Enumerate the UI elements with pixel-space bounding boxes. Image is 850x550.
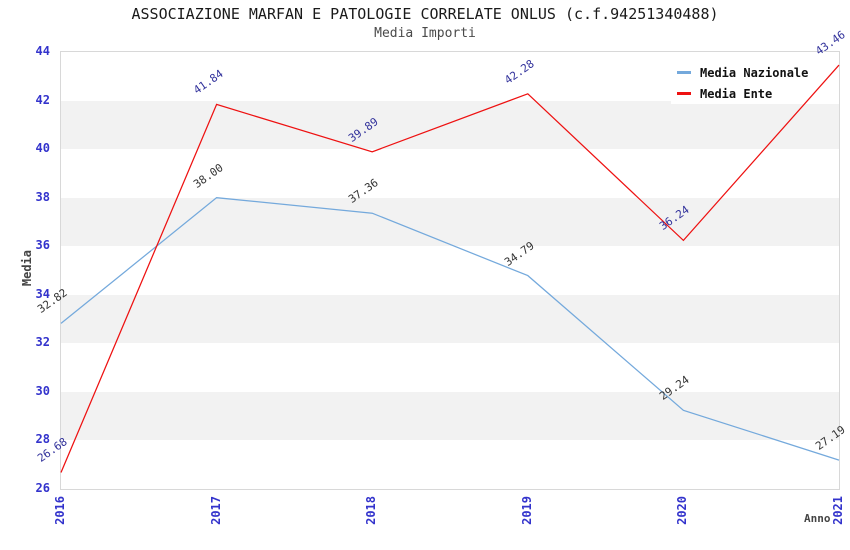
x-axis-label: Anno xyxy=(804,512,831,525)
x-tick-label: 2020 xyxy=(675,496,690,525)
y-tick-label: 36 xyxy=(35,238,50,253)
legend-entry-media-ente: Media Ente xyxy=(671,83,839,104)
legend-line-swatch xyxy=(677,71,691,74)
legend-label: Media Ente xyxy=(700,86,773,101)
series-line-media-ente xyxy=(60,64,840,473)
chart-title: ASSOCIAZIONE MARFAN E PATOLOGIE CORRELAT… xyxy=(131,5,719,23)
grid-band xyxy=(61,246,839,295)
legend-line-swatch xyxy=(677,92,691,95)
grid-band xyxy=(61,149,839,198)
chart-subtitle: Media Importi xyxy=(374,26,476,41)
grid-band xyxy=(61,440,839,489)
x-tick-label: 2018 xyxy=(364,496,379,525)
grid-band xyxy=(61,294,839,344)
y-tick-label: 42 xyxy=(35,92,50,107)
y-tick-label: 40 xyxy=(35,141,50,156)
x-tick-label: 2017 xyxy=(208,496,223,525)
legend-entry-media-nazionale: Media Nazionale xyxy=(671,62,839,83)
y-tick-label: 28 xyxy=(35,432,50,447)
chart-lines xyxy=(60,64,840,473)
y-tick-label: 34 xyxy=(35,286,50,301)
grid-band xyxy=(61,343,839,392)
y-tick-label: 26 xyxy=(35,481,50,495)
legend: Media Nazionale Media Ente xyxy=(671,56,839,104)
x-tick-label: 2019 xyxy=(519,496,534,525)
x-tick-label: 2021 xyxy=(831,496,845,525)
y-axis-label: Media xyxy=(20,250,34,287)
legend-label: Media Nazionale xyxy=(700,65,809,80)
grid-band xyxy=(61,197,839,247)
grid-band xyxy=(61,391,839,441)
y-tick-label: 38 xyxy=(35,189,50,204)
y-tick-label: 32 xyxy=(35,335,50,350)
grid-band xyxy=(61,100,839,150)
x-tick-label: 2016 xyxy=(53,496,67,525)
plot-area: Media Nazionale Media Ente xyxy=(60,51,840,490)
series-line-media-nazionale xyxy=(60,197,840,461)
y-tick-label: 30 xyxy=(35,383,50,398)
y-tick-label: 44 xyxy=(35,44,50,58)
